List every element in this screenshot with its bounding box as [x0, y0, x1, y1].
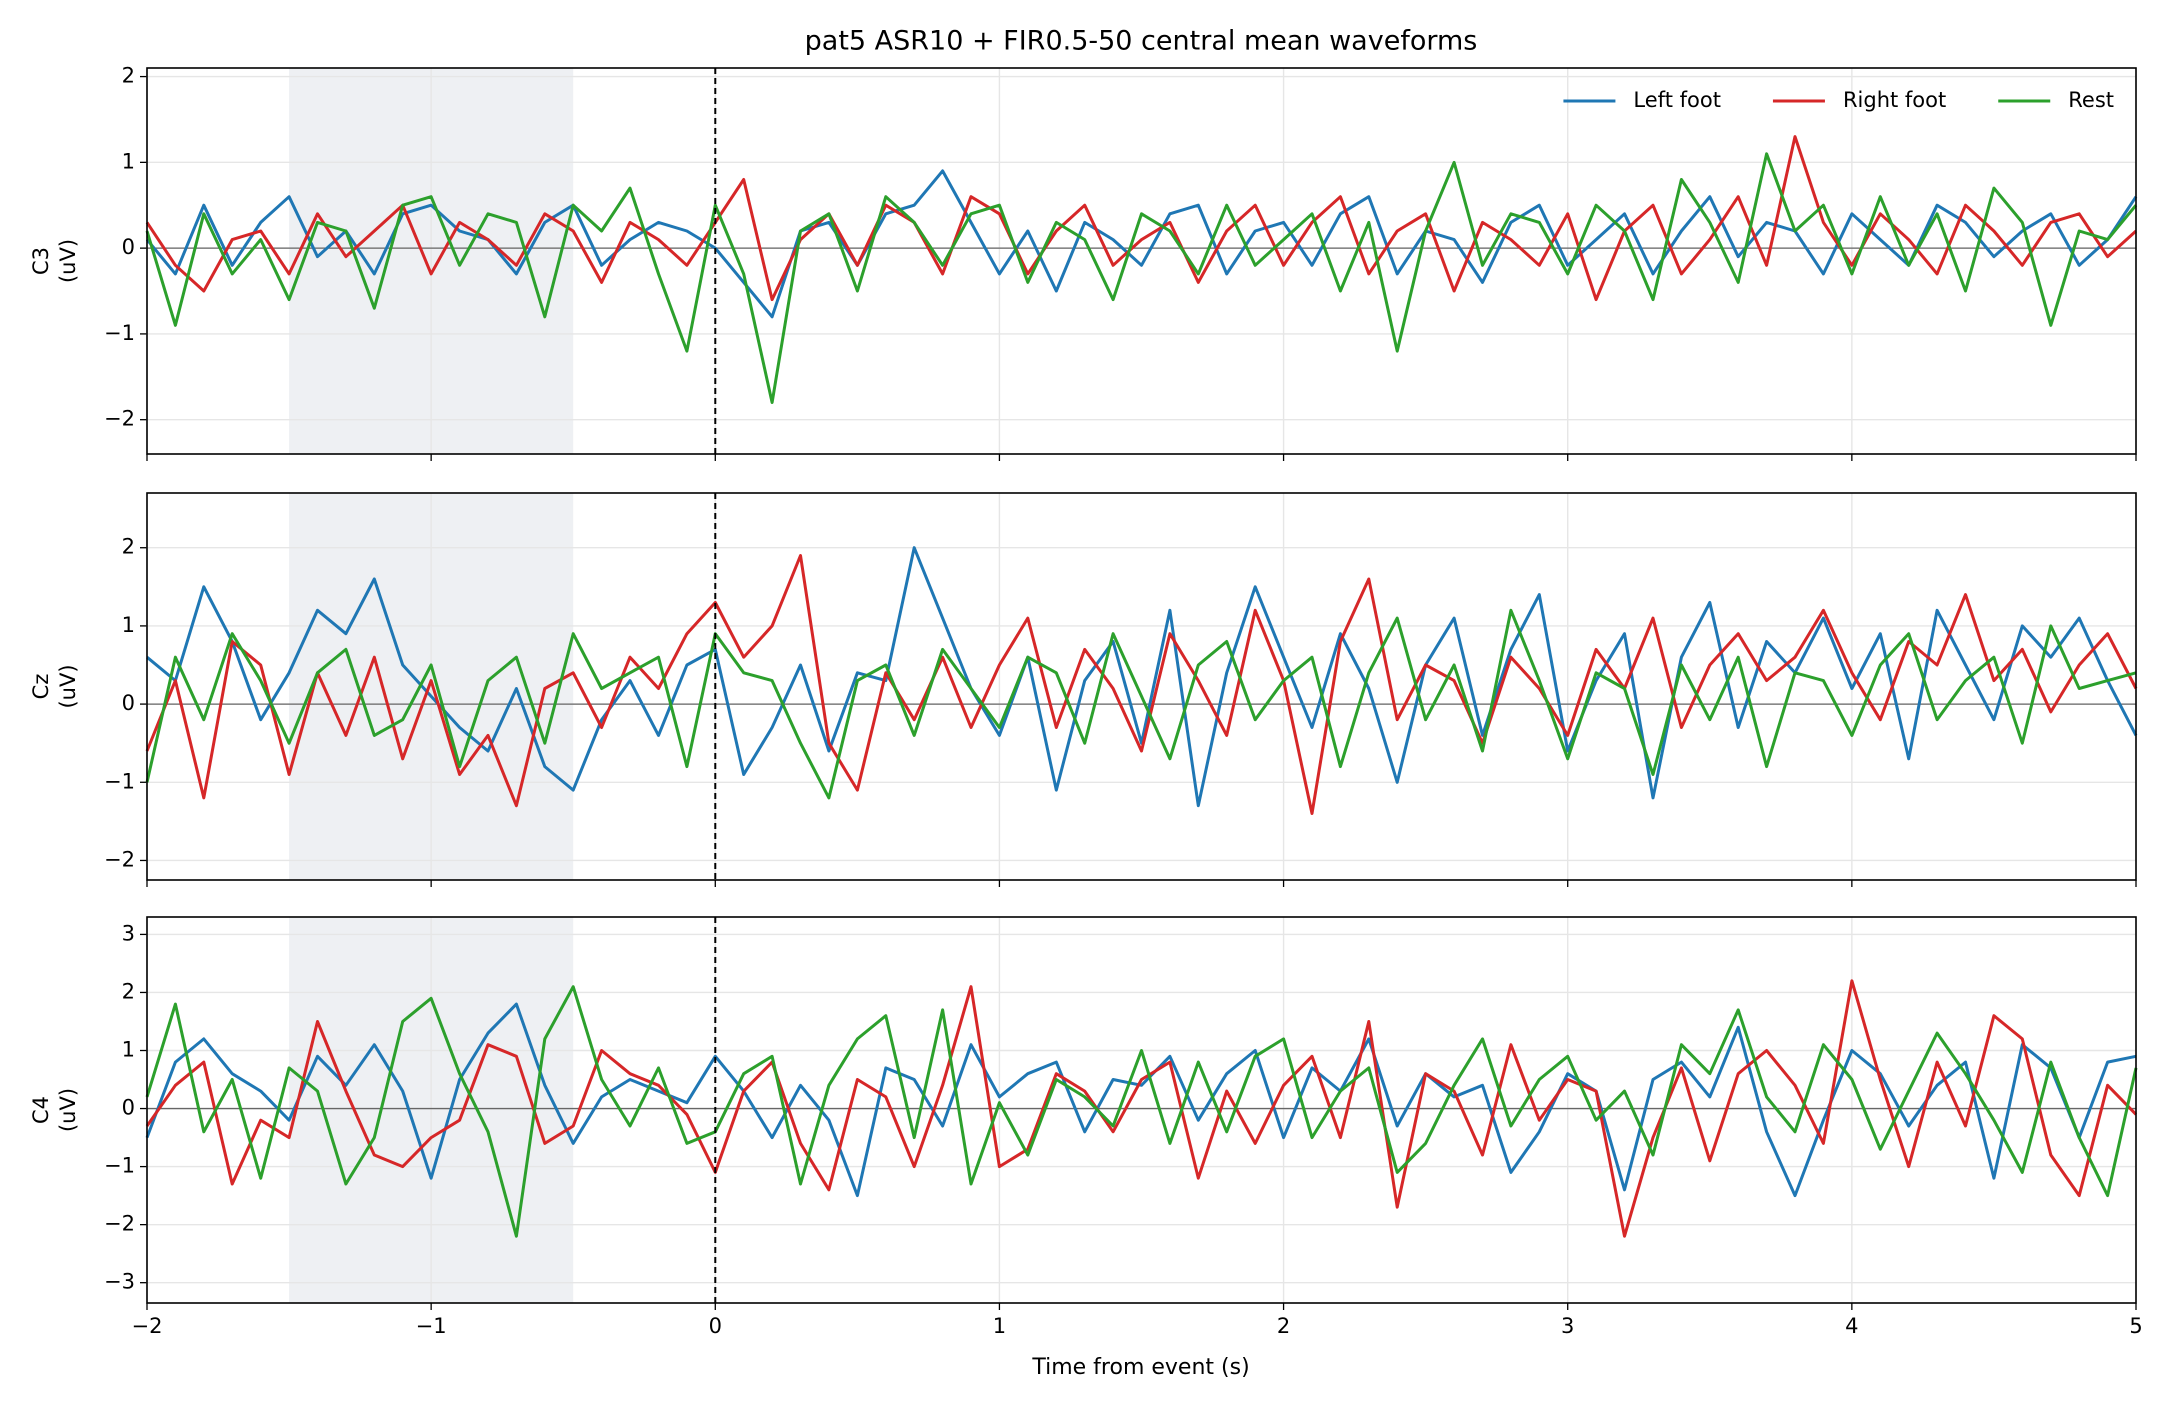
series-line	[145, 608, 2137, 800]
series-line	[146, 546, 2138, 808]
y-axis-label: Cz	[29, 674, 53, 700]
x-tick-label: −2	[132, 1314, 163, 1338]
x-tick-label: 1	[993, 1314, 1006, 1338]
axes-frame	[146, 492, 2137, 881]
x-tick-label: 4	[1845, 1314, 1858, 1338]
subplot: −3 −2 −1 0 1 2 3 −2 −1 0 1 2 3 4 5 C4 (uV)	[29, 916, 2143, 1338]
series-line	[145, 1002, 2137, 1198]
legend-label: Right foot	[1843, 88, 1946, 112]
y-tick-label: 1	[122, 1038, 135, 1062]
y-tick-label: 1	[122, 613, 135, 637]
legend-label: Rest	[2068, 88, 2114, 112]
y-axis-label: C4	[29, 1096, 53, 1124]
y-tick-label: −2	[104, 847, 135, 871]
y-tick-label: −1	[104, 321, 135, 345]
y-tick-label: −2	[104, 1212, 135, 1236]
legend-label: Left foot	[1633, 88, 1721, 112]
x-tick-label: 0	[709, 1314, 722, 1338]
y-tick-label: −1	[104, 769, 135, 793]
y-tick-label: −1	[104, 1154, 135, 1178]
y-tick-label: 0	[122, 691, 135, 715]
axes-frame	[146, 916, 2137, 1304]
x-tick-label: 5	[2129, 1314, 2142, 1338]
y-tick-label: 2	[122, 535, 135, 559]
y-tick-label: 2	[122, 979, 135, 1003]
x-tick-label: 2	[1277, 1314, 1290, 1338]
y-tick-label: 0	[122, 235, 135, 259]
axes-frame	[146, 67, 2137, 455]
y-axis-label: (uV)	[56, 1088, 80, 1132]
series-line	[145, 985, 2138, 1238]
y-tick-label: −3	[104, 1270, 135, 1294]
y-tick-label: 2	[122, 64, 135, 88]
chart-title: pat5 ASR10 + FIR0.5-50 central mean wave…	[805, 26, 1478, 57]
series-line	[145, 152, 2138, 404]
y-tick-label: 3	[122, 921, 135, 945]
y-axis-label: C3	[29, 247, 53, 275]
series-line	[145, 169, 2138, 319]
y-axis-label: (uV)	[56, 664, 80, 708]
series-line	[145, 554, 2138, 815]
x-axis-label: Time from event (s)	[1031, 1355, 1249, 1380]
x-tick-label: 3	[1561, 1314, 1574, 1338]
subplot: −2 −1 0 1 2 C3 (uV) Rest Right foot Left foot	[29, 64, 2138, 461]
y-axis-label: (uV)	[56, 239, 80, 283]
x-tick-label: −1	[416, 1314, 447, 1338]
y-tick-label: −2	[104, 407, 135, 431]
subplot: −2 −1 0 1 2 Cz (uV)	[29, 492, 2138, 887]
y-tick-label: 0	[122, 1096, 135, 1120]
y-tick-label: 1	[122, 149, 135, 173]
